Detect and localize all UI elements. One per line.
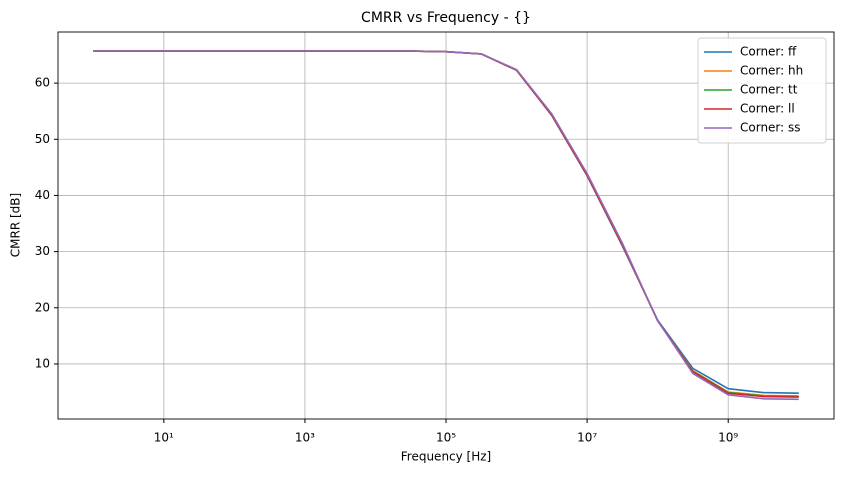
x-tick-label: 10⁷ <box>577 431 597 445</box>
legend-label: Corner: ll <box>740 102 795 116</box>
y-tick-label: 60 <box>35 76 50 90</box>
y-tick-label: 50 <box>35 132 50 146</box>
legend-label: Corner: hh <box>740 64 803 78</box>
series-line <box>93 50 799 401</box>
x-axis-label: Frequency [Hz] <box>401 450 492 464</box>
chart-title: CMRR vs Frequency - {} <box>361 10 531 26</box>
y-tick-label: 10 <box>35 356 50 370</box>
x-tick-label: 10¹ <box>154 431 174 445</box>
legend-box <box>697 37 827 144</box>
legend-label: Corner: tt <box>740 83 798 97</box>
y-tick-label: 40 <box>35 188 50 202</box>
y-tick-label: 30 <box>35 244 50 258</box>
y-tick-label: 20 <box>35 300 50 314</box>
x-tick-label: 10⁵ <box>436 431 456 445</box>
legend-label: Corner: ss <box>740 121 801 135</box>
legend-label: Corner: ff <box>740 45 797 59</box>
y-axis-label: CMRR [dB] <box>9 193 23 257</box>
plot-frame <box>57 31 835 420</box>
x-tick-label: 10⁹ <box>718 431 738 445</box>
x-tick-label: 10³ <box>295 431 315 445</box>
